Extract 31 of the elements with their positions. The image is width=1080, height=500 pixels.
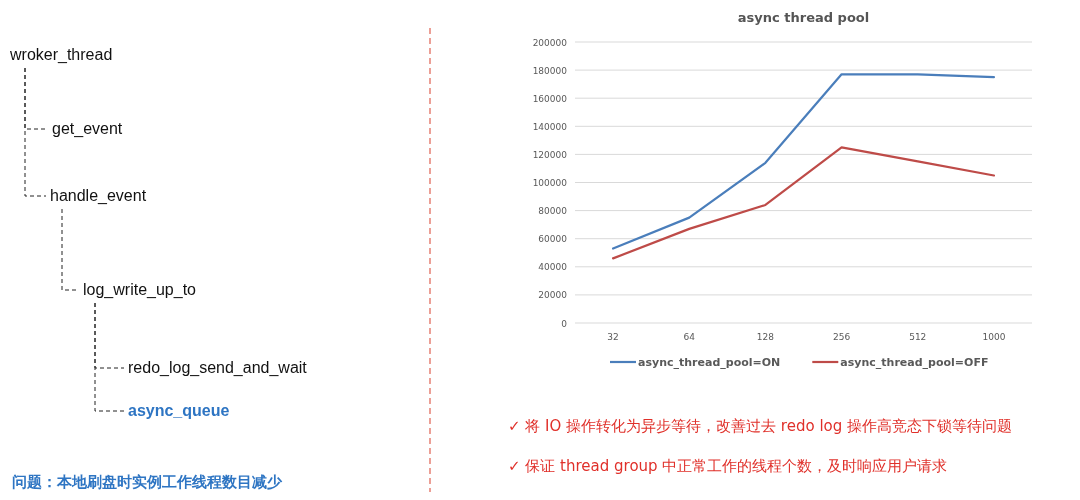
line-series: [611, 73, 996, 250]
text: ✓ 将 IO 操作转化为异步等待，改善过去 redo log 操作高竞态下锁等待问题: [508, 417, 1013, 435]
text: redo_log_send_and_wait: [128, 359, 308, 377]
x-tick-label: 128: [756, 332, 775, 342]
line-series: [611, 146, 996, 260]
y-tick-label: 100000: [532, 178, 568, 188]
y-tick-label: 140000: [532, 121, 568, 132]
text: log_write_up_to: [83, 281, 197, 299]
y-tick-label: 160000: [532, 93, 568, 104]
y-tick-label: 80000: [538, 206, 568, 217]
chart-title: async thread pool: [737, 10, 870, 25]
x-tick-label: 256: [832, 332, 851, 342]
x-tick-label: 1000: [982, 332, 1006, 342]
y-tick-label: 200000: [532, 37, 568, 48]
x-tick-label: 32: [607, 332, 619, 342]
text: wroker_thread: [9, 46, 113, 64]
text: handle_event: [50, 187, 147, 205]
y-tick-label: 20000: [538, 290, 568, 301]
y-tick-label: 120000: [532, 149, 568, 160]
text: get_event: [52, 120, 123, 138]
y-tick-label: 0: [561, 318, 568, 329]
text: ✓ 保证 thread group 中正常工作的线程个数，及时响应用户请求: [508, 457, 948, 475]
y-tick-label: 180000: [532, 65, 568, 76]
x-tick-label: 512: [909, 332, 927, 342]
legend-label: async_thread_pool=OFF: [840, 356, 989, 369]
x-tick-label: 64: [683, 332, 696, 342]
text: async_queue: [128, 402, 230, 419]
y-tick-label: 40000: [538, 262, 568, 273]
text: 问题：本地刷盘时实例工作线程数目减少: [12, 473, 283, 490]
legend-label: async_thread_pool=ON: [638, 356, 781, 369]
y-tick-label: 60000: [538, 234, 568, 245]
